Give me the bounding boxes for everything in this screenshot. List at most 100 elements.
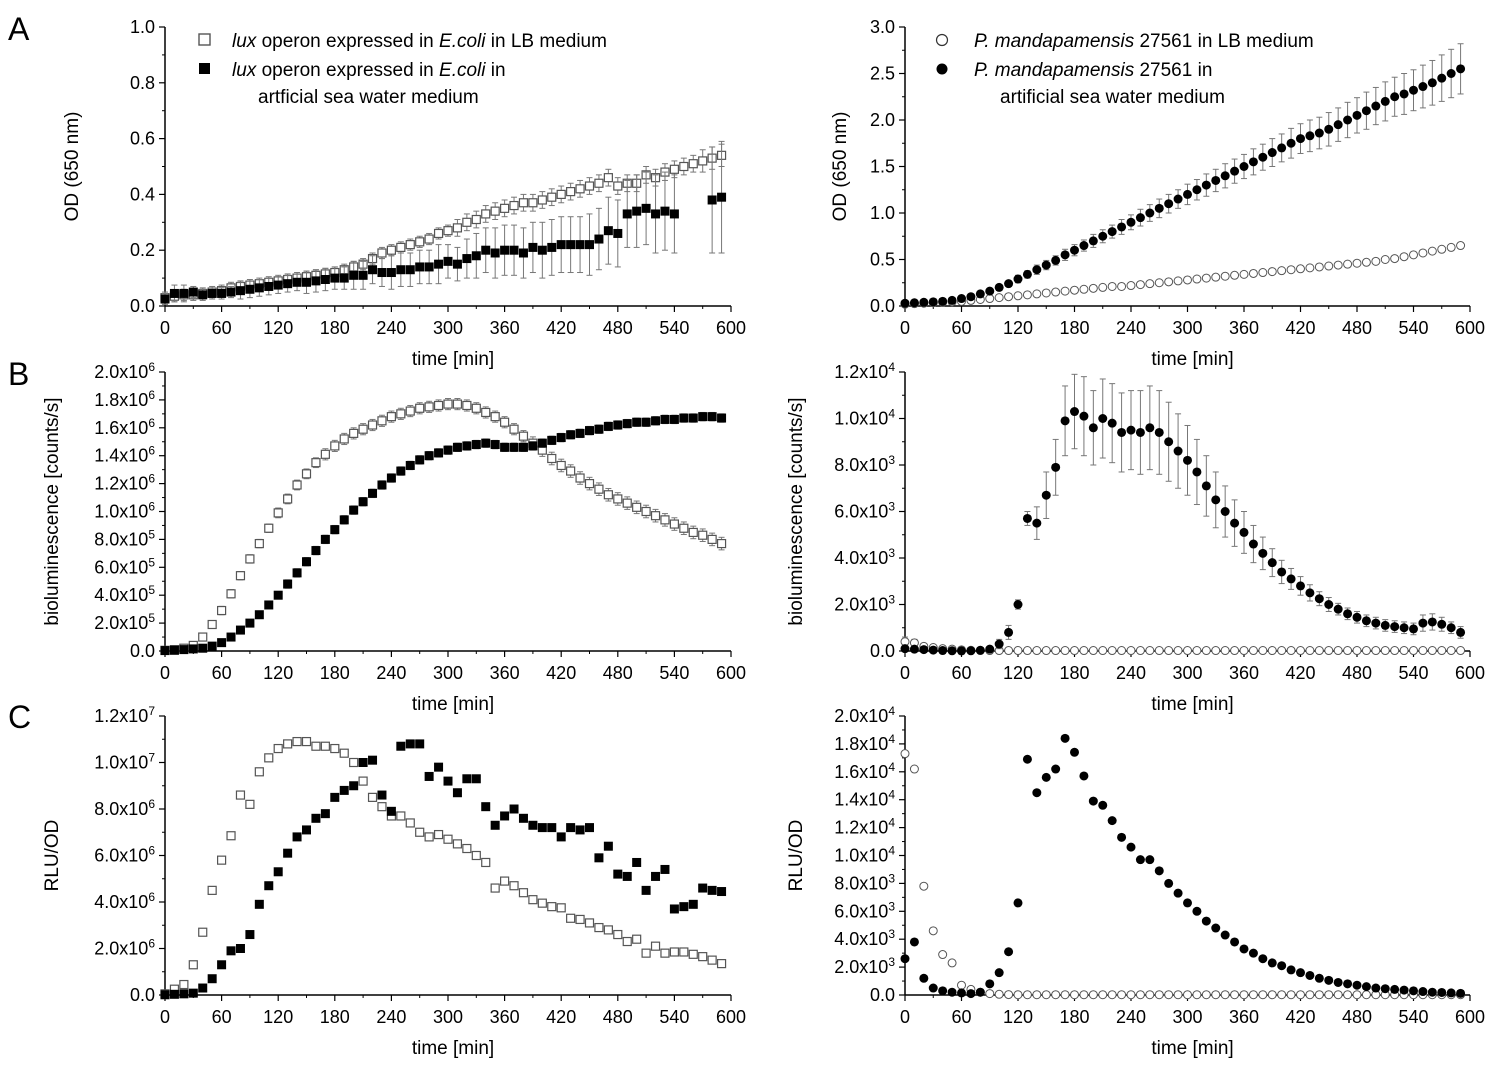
data-point	[1305, 990, 1315, 1000]
data-point	[320, 534, 330, 544]
data-point	[415, 739, 425, 749]
data-point	[396, 242, 406, 253]
x-tick-label: 360	[490, 663, 520, 683]
data-point	[330, 525, 340, 535]
data-point	[320, 274, 330, 284]
data-point	[1060, 416, 1070, 426]
y-tick-label: 2.0x104	[834, 704, 895, 726]
data-point	[641, 203, 651, 213]
data-point	[1418, 248, 1428, 258]
y-tick-label: 8.0x103	[834, 871, 895, 893]
data-point	[377, 802, 387, 812]
data-point	[975, 987, 985, 997]
legend-marker-open-circle	[935, 33, 949, 47]
data-point	[1032, 518, 1042, 528]
data-point	[957, 646, 966, 656]
data-point	[302, 825, 311, 835]
data-point	[547, 902, 557, 912]
data-point	[1126, 281, 1136, 291]
data-point	[245, 930, 255, 940]
data-point	[1399, 89, 1409, 99]
x-tick-label: 420	[546, 318, 576, 338]
data-point	[679, 902, 689, 912]
x-tick-label: 480	[1342, 318, 1372, 338]
data-point	[688, 413, 698, 423]
data-point	[339, 273, 349, 283]
data-point	[1022, 990, 1032, 1000]
data-point	[368, 755, 378, 765]
data-point	[584, 918, 595, 928]
data-point	[651, 871, 661, 881]
data-point	[1324, 261, 1334, 271]
data-point	[1437, 646, 1447, 656]
data-point	[938, 646, 948, 656]
data-point	[1390, 622, 1400, 632]
data-point	[1004, 292, 1014, 302]
data-point	[622, 498, 632, 508]
data-point	[330, 743, 340, 754]
x-tick-label: 540	[1398, 1007, 1428, 1027]
series-open-circle	[900, 749, 1466, 1000]
y-tick-label: 2.0x103	[834, 955, 895, 977]
data-point	[226, 946, 236, 956]
data-point	[424, 262, 434, 272]
data-point	[302, 557, 311, 567]
chart-A-left: 0 60 120 180 240 300 360 420 480 540 600 time [min]…	[62, 17, 746, 370]
data-point	[1314, 594, 1324, 604]
data-point	[1060, 990, 1070, 1000]
x-tick-label: 600	[716, 318, 746, 338]
data-point	[443, 226, 453, 236]
legend-marker-open-square	[198, 33, 211, 46]
data-point	[1173, 888, 1183, 898]
data-point	[1258, 990, 1268, 1000]
data-point	[254, 610, 264, 620]
data-point	[919, 645, 929, 655]
x-tick-label: 0	[900, 318, 910, 338]
chart-C-right: 0 60 120 180 240 300 360 420 480 540 600 time [min]…	[786, 704, 1485, 1059]
data-point	[585, 823, 594, 833]
data-point	[698, 412, 708, 422]
data-point	[1409, 250, 1418, 260]
x-tick-label: 120	[1003, 1007, 1033, 1027]
data-point	[1409, 624, 1418, 634]
data-point	[613, 929, 623, 940]
data-point	[226, 589, 236, 599]
data-point	[1446, 623, 1456, 633]
data-point	[443, 256, 453, 266]
data-point	[641, 885, 651, 895]
data-point	[471, 850, 481, 861]
data-point	[594, 853, 604, 863]
data-point	[245, 554, 255, 564]
data-point	[198, 643, 208, 653]
data-point	[1314, 990, 1324, 1000]
data-point	[556, 903, 566, 913]
data-point	[1135, 855, 1145, 865]
data-point	[919, 881, 929, 891]
data-point	[207, 288, 217, 298]
data-point	[1173, 194, 1183, 204]
data-point	[1173, 276, 1183, 286]
data-point	[669, 164, 680, 174]
data-point	[622, 936, 632, 947]
data-point	[358, 424, 368, 434]
data-point	[537, 245, 547, 255]
data-point	[160, 294, 170, 304]
data-point	[1437, 244, 1447, 254]
data-point	[603, 841, 613, 851]
data-point	[349, 781, 359, 791]
data-point	[698, 952, 708, 962]
legend-right-entry-2: P. mandapamensis 27561 in	[974, 60, 1212, 81]
data-point	[1004, 627, 1014, 637]
y-axis-label: OD (650 nm)	[62, 112, 83, 222]
data-point	[1022, 513, 1032, 523]
data-point	[235, 571, 246, 581]
data-point	[198, 290, 208, 300]
x-tick-label: 600	[1455, 318, 1485, 338]
series-open-square	[160, 143, 727, 304]
data-point	[339, 785, 349, 795]
series-filled-circle	[900, 43, 1466, 308]
data-point	[207, 641, 217, 651]
x-tick-label: 420	[546, 1007, 576, 1027]
data-point	[1192, 274, 1202, 284]
data-point	[1145, 990, 1155, 1000]
